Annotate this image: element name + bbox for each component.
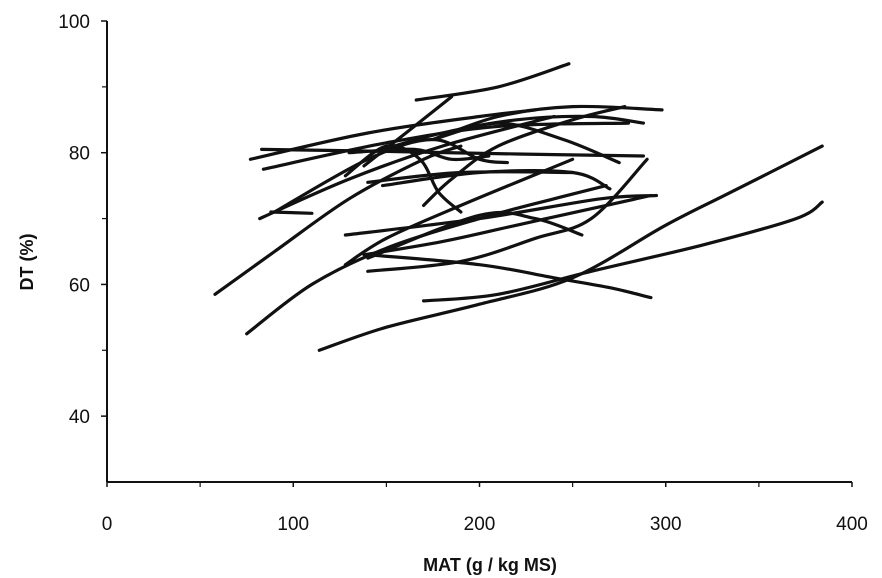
y-tick-label-100: 100 <box>58 12 90 33</box>
series-line-24 <box>366 253 653 300</box>
series-line-1 <box>414 62 571 102</box>
x-tick-label-100: 100 <box>277 514 309 535</box>
series-line-23 <box>366 210 584 260</box>
x-tick-label-400: 400 <box>836 514 868 535</box>
x-tick-label-0: 0 <box>102 514 113 535</box>
series-line-19 <box>343 193 658 237</box>
y-axis-title: DT (%) <box>17 234 37 291</box>
series-line-13 <box>422 105 627 207</box>
x-axis-title: MAT (g / kg MS) <box>423 555 557 575</box>
series-line-16 <box>269 210 314 215</box>
x-tick-label-200: 200 <box>464 514 496 535</box>
x-tick-label-300: 300 <box>650 514 682 535</box>
series-line-22 <box>366 157 649 273</box>
series-line-6 <box>260 147 645 158</box>
series-line-8 <box>273 137 509 214</box>
series-lines <box>213 62 824 352</box>
series-line-14 <box>431 121 621 165</box>
tick-marks <box>101 20 853 487</box>
y-tick-label-60: 60 <box>69 275 90 296</box>
y-tick-label-80: 80 <box>69 144 90 165</box>
series-line-15 <box>366 170 575 184</box>
tick-labels: 0 100 200 300 400 40 60 80 100 <box>58 12 868 535</box>
series-line-7 <box>258 114 556 221</box>
series-line-20 <box>343 157 575 267</box>
series-line-25 <box>422 200 824 303</box>
series-line-17 <box>213 144 463 296</box>
y-tick-label-40: 40 <box>69 407 90 428</box>
series-line-26 <box>317 144 824 352</box>
series-line-11 <box>362 95 454 168</box>
series-line-5 <box>369 114 645 155</box>
